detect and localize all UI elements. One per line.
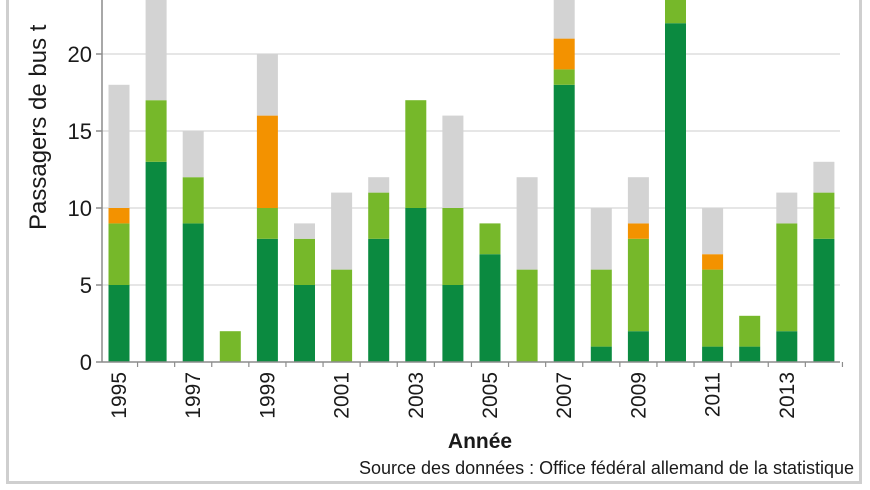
- bar-1999-light-green: [256, 208, 278, 239]
- bar-2014-dark-green: [813, 238, 835, 362]
- bar-2000-grey: [294, 223, 315, 239]
- bar-2003-dark-green: [405, 208, 427, 362]
- bar-2002-dark-green: [368, 238, 390, 362]
- x-tick-label-2013: 2013: [776, 372, 799, 419]
- bar-2006-light-green: [516, 269, 538, 362]
- bar-2008-light-green: [590, 269, 612, 347]
- bar-2009-light-green: [627, 238, 649, 332]
- bar-1995-light-green: [108, 223, 130, 285]
- bar-2011-grey: [702, 208, 724, 255]
- bar-1996-grey: [145, 0, 167, 101]
- x-tick-label-1995: 1995: [108, 372, 131, 419]
- bar-2014-grey: [813, 161, 835, 193]
- bar-2013-dark-green: [776, 331, 798, 362]
- bar-2011-light-green: [702, 269, 724, 347]
- y-tick-label-5: 5: [80, 273, 92, 298]
- bar-2007-light-green: [553, 69, 575, 85]
- chart-frame: [6, 0, 862, 484]
- bar-2013-light-green: [776, 223, 798, 332]
- bar-2000-dark-green: [294, 285, 315, 362]
- bar-1999-dark-green: [256, 238, 278, 362]
- bar-2004-dark-green: [442, 285, 464, 362]
- x-tick-label-2003: 2003: [405, 372, 428, 419]
- bar-1996-dark-green: [145, 161, 167, 362]
- y-tick-label-15: 15: [68, 119, 92, 144]
- x-tick-labels: 1995 1997 1999 2001 2003 2005 2007 2009 2011 2013: [108, 372, 799, 419]
- bar-2010-light-green: [665, 0, 686, 24]
- y-tick-label-0: 0: [80, 350, 92, 375]
- y-tick-labels: 0 5 10 15 20: [68, 42, 92, 375]
- bar-2007-orange: [553, 38, 575, 70]
- bar-2004-grey: [442, 115, 464, 208]
- bar-2010-dark-green: [665, 23, 686, 362]
- bar-1997-dark-green: [182, 223, 204, 362]
- bar-2000-light-green: [294, 238, 315, 285]
- bar-2001-light-green: [331, 269, 353, 362]
- bar-2009-grey: [627, 177, 649, 224]
- bar-1999-grey: [256, 54, 278, 116]
- bar-2011-dark-green: [702, 346, 724, 362]
- bar-2007-grey: [553, 0, 575, 39]
- bar-2006-grey: [516, 177, 538, 270]
- y-axis-title: Passagers de bus t: [25, 24, 52, 230]
- x-tick-label-2009: 2009: [627, 372, 650, 419]
- bar-2001-grey: [331, 192, 353, 270]
- data-source-note: Source des données : Office fédéral alle…: [359, 458, 854, 478]
- bar-series: [108, 0, 835, 363]
- bar-2009-dark-green: [627, 331, 649, 362]
- x-tick-label-2001: 2001: [331, 372, 354, 419]
- bar-2004-light-green: [442, 208, 464, 285]
- bar-1995-orange: [108, 208, 130, 224]
- bar-1995-dark-green: [108, 285, 130, 362]
- x-tick-label-2007: 2007: [553, 372, 576, 419]
- gridlines: [102, 53, 840, 286]
- bar-2005-light-green: [479, 223, 501, 255]
- bar-2014-light-green: [813, 192, 835, 239]
- x-tick-label-2005: 2005: [479, 372, 502, 419]
- x-tick-label-1999: 1999: [256, 372, 279, 419]
- bar-2011-orange: [702, 254, 724, 270]
- bar-2009-orange: [627, 223, 649, 239]
- bar-1995-grey: [108, 84, 130, 208]
- bar-2002-grey: [368, 177, 390, 193]
- y-tick-label-20: 20: [68, 42, 92, 67]
- bar-1997-grey: [182, 131, 204, 178]
- bar-2012-light-green: [739, 315, 761, 347]
- bar-1999-orange: [256, 115, 278, 208]
- bar-2007-dark-green: [553, 84, 575, 363]
- y-tick-label-10: 10: [68, 196, 92, 221]
- bar-1998-light-green: [219, 331, 241, 362]
- bar-2013-grey: [776, 192, 798, 224]
- bar-1996-light-green: [145, 100, 167, 162]
- x-tick-label-2011: 2011: [702, 372, 725, 417]
- bar-2008-dark-green: [590, 346, 612, 362]
- x-axis-title: Année: [448, 430, 512, 453]
- x-tick-label-1997: 1997: [182, 372, 205, 419]
- axes: [96, 0, 844, 367]
- bar-1997-light-green: [182, 177, 204, 224]
- bar-2008-grey: [590, 208, 612, 270]
- bar-2002-light-green: [368, 192, 390, 239]
- bar-2003-light-green: [405, 100, 427, 208]
- bar-2005-dark-green: [479, 254, 501, 362]
- bar-2012-dark-green: [739, 346, 761, 362]
